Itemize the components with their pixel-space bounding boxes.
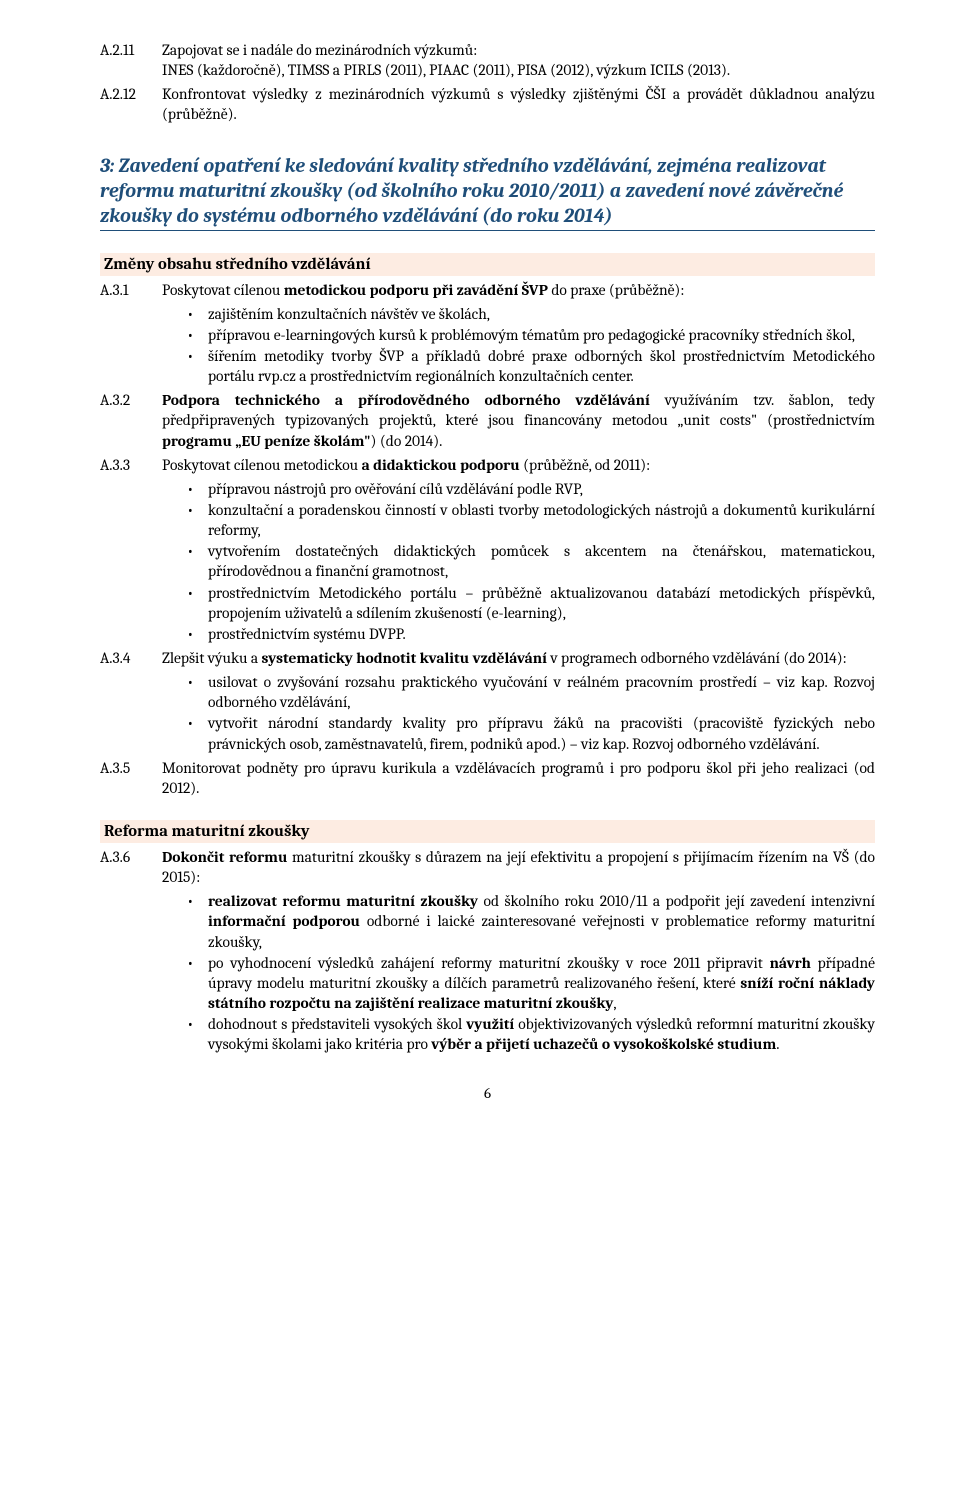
subsection-reforma-title: Reforma maturitní zkoušky bbox=[100, 820, 875, 843]
item-a33-bullets: přípravou nástrojů pro ověřování cílů vz… bbox=[100, 479, 875, 644]
item-number: A.3.5 bbox=[100, 758, 162, 798]
item-a31-bullets: zajištěním konzultačních návštěv ve škol… bbox=[100, 304, 875, 387]
item-body: Monitorovat podněty pro úpravu kurikula … bbox=[162, 758, 875, 798]
item-number: A.2.12 bbox=[100, 84, 162, 124]
bullet: přípravou e-learningových kursů k problé… bbox=[204, 325, 875, 345]
item-body: Zapojovat se i nadále do mezinárodních v… bbox=[162, 40, 875, 80]
item-number: A.2.11 bbox=[100, 40, 162, 80]
item-a34-bullets: usilovat o zvyšování rozsahu praktického… bbox=[100, 672, 875, 754]
item-body: Konfrontovat výsledky z mezinárodních vý… bbox=[162, 84, 875, 124]
bullet: vytvořením dostatečných didaktických pom… bbox=[204, 541, 875, 581]
item-a211: A.2.11 Zapojovat se i nadále do mezináro… bbox=[100, 40, 875, 80]
bullet: šířením metodiky tvorby ŠVP a příkladů d… bbox=[204, 346, 875, 386]
item-body: Podpora technického a přírodovědného odb… bbox=[162, 390, 875, 450]
bullet: prostřednictvím systému DVPP. bbox=[204, 624, 875, 644]
bullet: prostřednictvím Metodického portálu – pr… bbox=[204, 583, 875, 623]
item-lead: Zlepšit výuku a systematicky hodnotit kv… bbox=[162, 648, 875, 668]
bullet: zajištěním konzultačních návštěv ve škol… bbox=[204, 304, 875, 324]
item-lead: Poskytovat cílenou metodickou podporu př… bbox=[162, 280, 875, 300]
item-number: A.3.4 bbox=[100, 648, 162, 668]
subsection-zmeny-title: Změny obsahu středního vzdělávání bbox=[100, 253, 875, 276]
item-a33: A.3.3 Poskytovat cílenou metodickou a di… bbox=[100, 455, 875, 475]
item-lead: Poskytovat cílenou metodickou a didaktic… bbox=[162, 455, 875, 475]
item-number: A.3.2 bbox=[100, 390, 162, 450]
item-a32: A.3.2 Podpora technického a přírodovědné… bbox=[100, 390, 875, 450]
bullet: usilovat o zvyšování rozsahu praktického… bbox=[204, 672, 875, 712]
document-page: A.2.11 Zapojovat se i nadále do mezináro… bbox=[0, 0, 960, 1142]
item-a31: A.3.1 Poskytovat cílenou metodickou podp… bbox=[100, 280, 875, 300]
section-3-title: 3: Zavedení opatření ke sledování kvalit… bbox=[100, 153, 875, 231]
item-number: A.3.6 bbox=[100, 847, 162, 887]
bullet: vytvořit národní standardy kvality pro p… bbox=[204, 713, 875, 753]
bullet: konzultační a poradenskou činností v obl… bbox=[204, 500, 875, 540]
bullet: přípravou nástrojů pro ověřování cílů vz… bbox=[204, 479, 875, 499]
bullet: dohodnout s představiteli vysokých škol … bbox=[204, 1014, 875, 1054]
item-number: A.3.1 bbox=[100, 280, 162, 300]
item-lead: Dokončit reformu maturitní zkoušky s důr… bbox=[162, 847, 875, 887]
item-number: A.3.3 bbox=[100, 455, 162, 475]
item-a36-bullets: realizovat reformu maturitní zkoušky od … bbox=[100, 891, 875, 1054]
item-a34: A.3.4 Zlepšit výuku a systematicky hodno… bbox=[100, 648, 875, 668]
page-number: 6 bbox=[100, 1084, 875, 1102]
bullet: realizovat reformu maturitní zkoušky od … bbox=[204, 891, 875, 951]
item-a35: A.3.5 Monitorovat podněty pro úpravu kur… bbox=[100, 758, 875, 798]
item-a212: A.2.12 Konfrontovat výsledky z mezinárod… bbox=[100, 84, 875, 124]
item-a36: A.3.6 Dokončit reformu maturitní zkoušky… bbox=[100, 847, 875, 887]
bullet: po vyhodnocení výsledků zahájení reformy… bbox=[204, 953, 875, 1013]
